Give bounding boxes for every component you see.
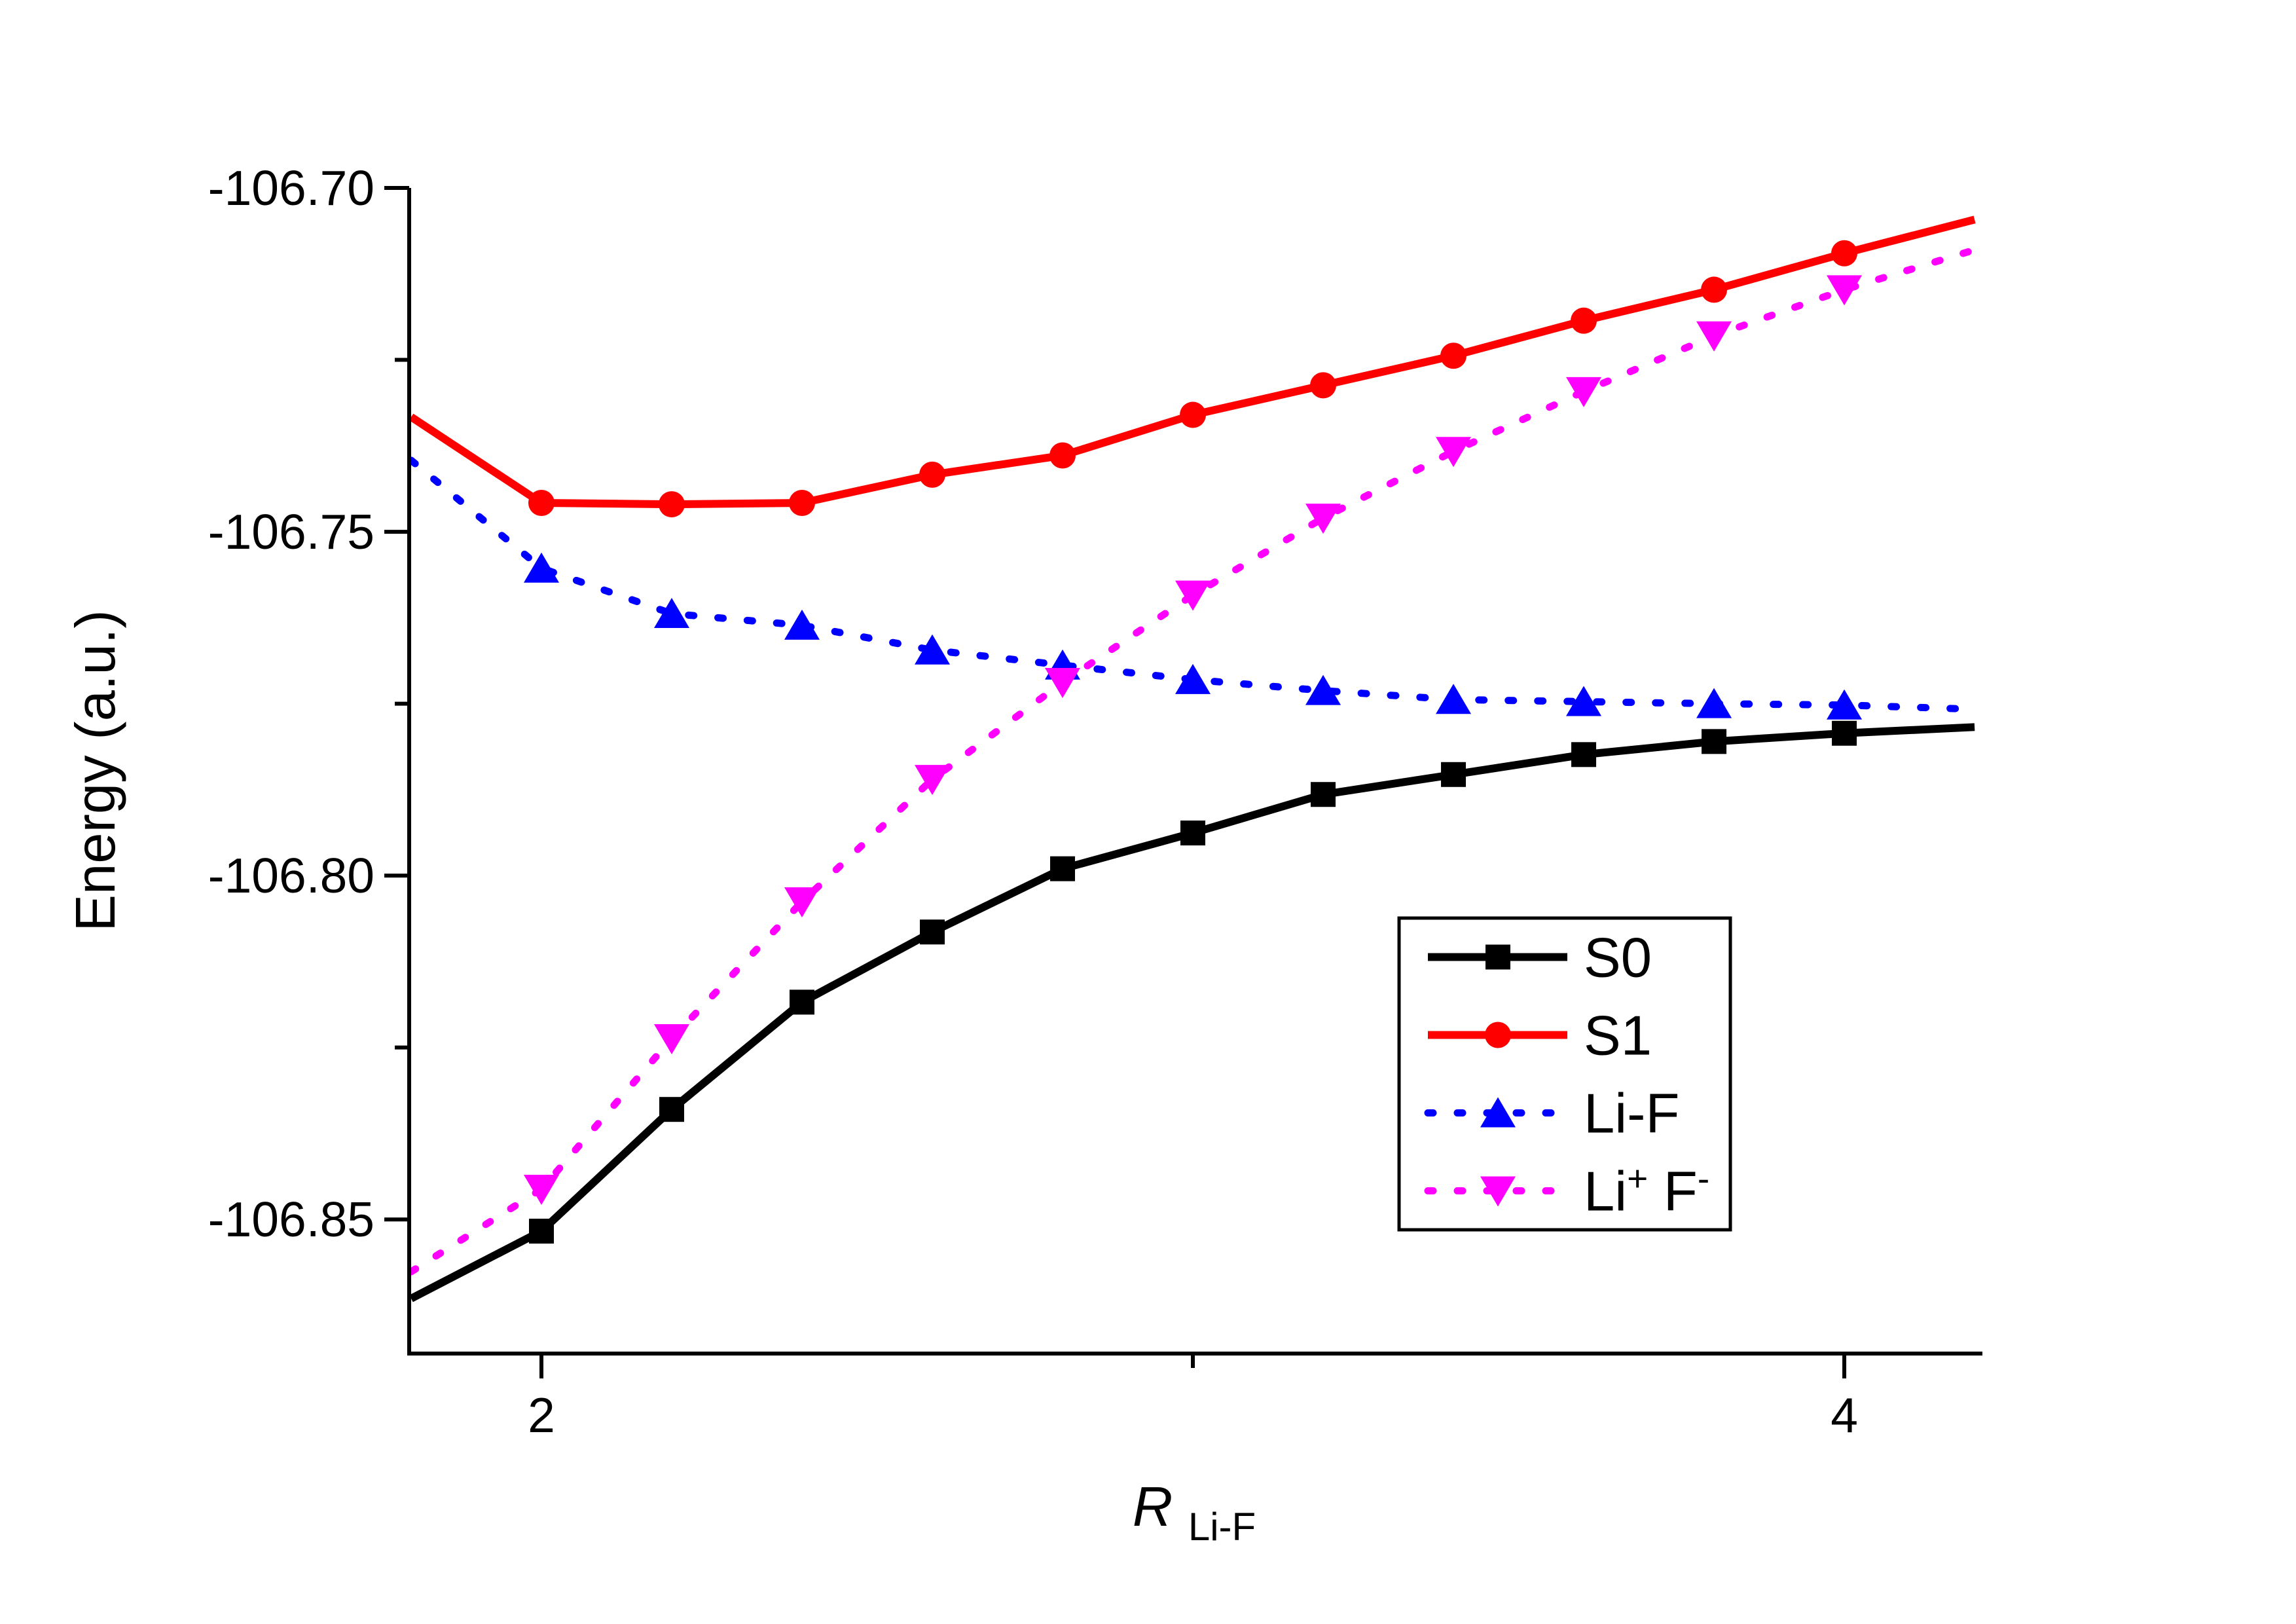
x-tick-label: 4 [1831,1388,1858,1443]
data-point-s0 [1180,821,1206,846]
legend-label-li-plus-f-minus: Li+ F- [1584,1158,1709,1223]
legend-label-part: Li [1584,1161,1627,1223]
plot-series [407,215,1978,1302]
series-li-f [407,456,1978,720]
data-point-s1 [1831,240,1858,267]
legend-marker-s1 [1485,1022,1511,1048]
data-point-s1 [1180,401,1207,428]
data-point-li-plus-f-minus [1436,437,1472,468]
data-point-s0 [1702,729,1727,754]
data-point-li-f [1696,688,1732,718]
data-point-s0 [528,1219,554,1244]
data-point-li-f [1827,689,1863,720]
legend-marker-li-f [1480,1097,1516,1128]
data-point-li-plus-f-minus [1566,377,1602,407]
legend-label-li-f: Li-F [1584,1083,1679,1145]
data-point-li-f [1566,686,1602,716]
x-tick-label: 2 [528,1388,555,1443]
data-point-s1 [1440,342,1467,369]
legend-label-part: - [1698,1158,1709,1199]
series-li-plus-f-minus [407,246,1978,1276]
legend-item-s0: S0 [1428,927,1652,989]
data-point-li-f [523,552,559,583]
series-s0 [409,720,1975,1302]
data-point-li-f [915,634,951,665]
data-point-li-plus-f-minus [1696,321,1732,352]
data-point-s1 [658,491,685,518]
data-point-li-plus-f-minus [523,1175,559,1206]
y-axis-title: Energy (a.u.) [65,610,127,931]
data-point-s1 [1310,372,1337,399]
data-point-s0 [920,919,945,945]
data-point-li-plus-f-minus [1175,580,1211,611]
data-point-s0 [1050,856,1076,881]
data-point-li-plus-f-minus [915,765,951,796]
data-point-s0 [1311,782,1336,807]
data-point-s0 [1441,762,1467,787]
data-point-s1 [919,461,946,488]
data-point-li-plus-f-minus [1045,668,1081,699]
data-point-s1 [528,489,555,516]
legend-item-li-plus-f-minus: Li+ F- [1424,1158,1709,1223]
y-tick-label: -106.85 [208,1192,374,1247]
data-point-li-f [1436,684,1472,714]
data-point-li-f [1305,674,1341,705]
y-tick-label: -106.80 [208,848,374,903]
legend-box [1397,916,1732,1232]
legend-marker-li-plus-f-minus [1480,1176,1516,1207]
x-axis-title: R Li-F [1133,1476,1256,1549]
data-point-li-plus-f-minus [784,887,820,918]
data-point-s0 [659,1097,684,1122]
data-point-s1 [1049,442,1076,469]
x-axis-title-base: R [1133,1476,1173,1538]
legend-label-s1: S1 [1584,1005,1652,1067]
series-s1 [409,215,1976,518]
data-point-li-f [653,598,689,629]
data-point-s0 [1571,742,1597,767]
data-point-li-f [1175,663,1211,694]
x-axis-title-subscript: Li-F [1188,1505,1256,1549]
legend-item-s1: S1 [1428,1005,1652,1067]
legend-label-part: S0 [1584,927,1652,989]
data-point-s1 [1571,307,1597,334]
y-axis-ticks: -106.70 -106.75 -106.80 -106.85 [208,160,409,1247]
y-tick-label: -106.75 [208,504,374,559]
data-point-s1 [1701,276,1728,303]
data-point-s0 [1832,720,1857,746]
data-point-s0 [790,989,815,1015]
data-point-s1 [789,489,816,516]
y-tick-label: -106.70 [208,160,374,215]
legend-marker-s0 [1485,944,1510,970]
legend-item-li-f: Li-F [1424,1083,1679,1145]
data-point-li-plus-f-minus [653,1024,689,1055]
legend-label-part: S1 [1584,1005,1652,1067]
data-point-li-plus-f-minus [1827,275,1863,306]
legend-label-part: F [1648,1161,1698,1223]
legend-label-part: + [1627,1158,1648,1199]
data-point-li-plus-f-minus [1305,504,1341,534]
legend-label-part: Li-F [1584,1083,1679,1145]
legend-label-s0: S0 [1584,927,1652,989]
data-point-li-f [784,609,820,640]
